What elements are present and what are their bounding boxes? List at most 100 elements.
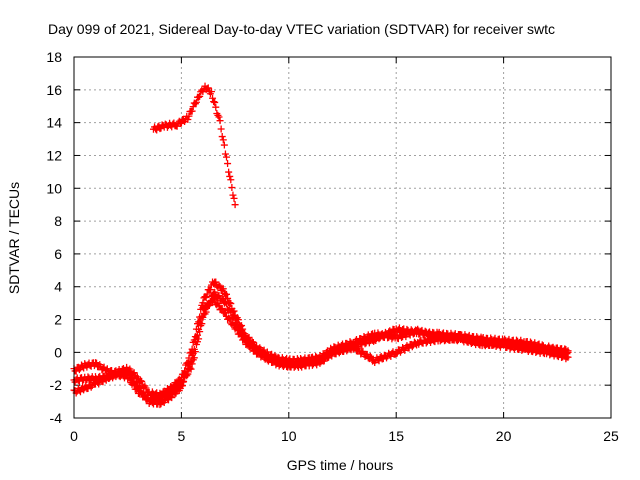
data-point-marker <box>408 343 416 351</box>
data-point-marker <box>221 308 229 316</box>
data-point-marker <box>182 371 190 379</box>
data-point-marker <box>129 374 137 382</box>
data-point-marker <box>183 370 191 378</box>
data-point-marker <box>366 352 374 360</box>
data-point-marker <box>201 306 209 314</box>
data-point-marker <box>191 338 199 346</box>
data-point-marker <box>87 383 95 391</box>
data-point-marker <box>171 390 179 398</box>
data-point-marker <box>216 117 224 125</box>
data-point-marker <box>204 84 212 92</box>
data-point-marker <box>223 290 231 298</box>
data-point-marker <box>335 348 343 356</box>
data-point-marker <box>191 100 199 108</box>
data-point-marker <box>372 336 380 344</box>
data-point-marker <box>217 125 225 133</box>
data-point-marker <box>492 343 500 351</box>
data-point-marker <box>221 150 229 158</box>
data-point-marker <box>196 92 204 100</box>
y-axis-title: SDTVAR / TECUs <box>6 182 22 294</box>
data-point-marker <box>130 369 138 377</box>
y-tick-label: 14 <box>46 115 62 131</box>
data-point-marker <box>223 153 231 161</box>
data-point-marker <box>236 329 244 337</box>
data-point-marker <box>351 343 359 351</box>
data-point-marker <box>188 107 196 115</box>
data-point-marker <box>218 304 226 312</box>
data-point-marker <box>219 136 227 144</box>
data-point-marker <box>244 339 252 347</box>
data-point-marker <box>203 290 211 298</box>
data-point-marker <box>190 345 198 353</box>
data-point-marker <box>84 384 92 392</box>
data-point-marker <box>358 341 366 349</box>
data-point-marker <box>215 291 223 299</box>
data-point-marker <box>189 349 197 357</box>
x-tick-label: 15 <box>388 428 404 444</box>
data-point-marker <box>405 329 413 337</box>
data-point-marker <box>178 382 186 390</box>
data-point-marker <box>180 377 188 385</box>
x-tick-label: 0 <box>70 428 78 444</box>
data-point-marker <box>75 366 83 374</box>
data-point-marker <box>215 281 223 289</box>
data-point-marker <box>185 112 193 120</box>
x-tick-label: 20 <box>496 428 512 444</box>
y-tick-label: 0 <box>54 344 62 360</box>
data-point-marker <box>506 345 514 353</box>
data-point-marker <box>214 111 222 119</box>
data-point-marker <box>132 379 140 387</box>
x-tick-label: 5 <box>178 428 186 444</box>
data-point-marker <box>361 340 369 348</box>
x-axis-title: GPS time / hours <box>287 457 394 473</box>
data-point-marker <box>233 326 241 334</box>
data-point-marker <box>212 278 220 286</box>
grid-layer <box>74 57 611 418</box>
data-point-marker <box>196 318 204 326</box>
data-point-marker <box>184 116 192 124</box>
y-tick-label: 16 <box>46 82 62 98</box>
data-point-marker <box>194 331 202 339</box>
data-point-marker <box>125 368 133 376</box>
data-point-marker <box>153 126 161 134</box>
data-point-marker <box>192 98 200 106</box>
data-point-marker <box>205 302 213 310</box>
data-point-marker <box>198 312 206 320</box>
data-point-marker <box>184 365 192 373</box>
data-point-marker <box>156 401 164 409</box>
data-point-marker <box>195 93 203 101</box>
data-point-marker <box>219 285 227 293</box>
data-point-marker <box>226 306 234 314</box>
data-point-marker <box>227 176 235 184</box>
data-point-marker <box>231 201 239 209</box>
data-point-marker <box>225 314 233 322</box>
data-point-marker <box>359 347 367 355</box>
y-tick-label: 12 <box>46 147 62 163</box>
data-point-marker <box>177 119 185 127</box>
data-point-marker <box>549 343 557 351</box>
data-point-marker <box>226 315 234 323</box>
data-point-marker <box>202 293 210 301</box>
y-tick-label: 8 <box>54 213 62 229</box>
data-point-marker <box>218 133 226 141</box>
chart-title: Day 099 of 2021, Sidereal Day-to-day VTE… <box>48 21 555 37</box>
data-point-marker <box>138 377 146 385</box>
data-point-marker <box>210 295 218 303</box>
series-track-c <box>70 295 572 409</box>
data-point-marker <box>137 384 145 392</box>
marks-layer <box>70 82 572 409</box>
data-point-marker <box>209 94 217 102</box>
data-point-marker <box>375 335 383 343</box>
data-point-marker <box>230 313 238 321</box>
data-point-marker <box>93 359 101 367</box>
data-point-marker <box>210 98 218 106</box>
data-point-marker <box>212 103 220 111</box>
data-point-marker <box>535 340 543 348</box>
data-point-marker <box>394 335 402 343</box>
data-point-marker <box>225 168 233 176</box>
data-point-marker <box>195 326 203 334</box>
data-point-marker <box>206 286 214 294</box>
data-point-marker <box>230 194 238 202</box>
y-tick-label: 6 <box>54 246 62 262</box>
